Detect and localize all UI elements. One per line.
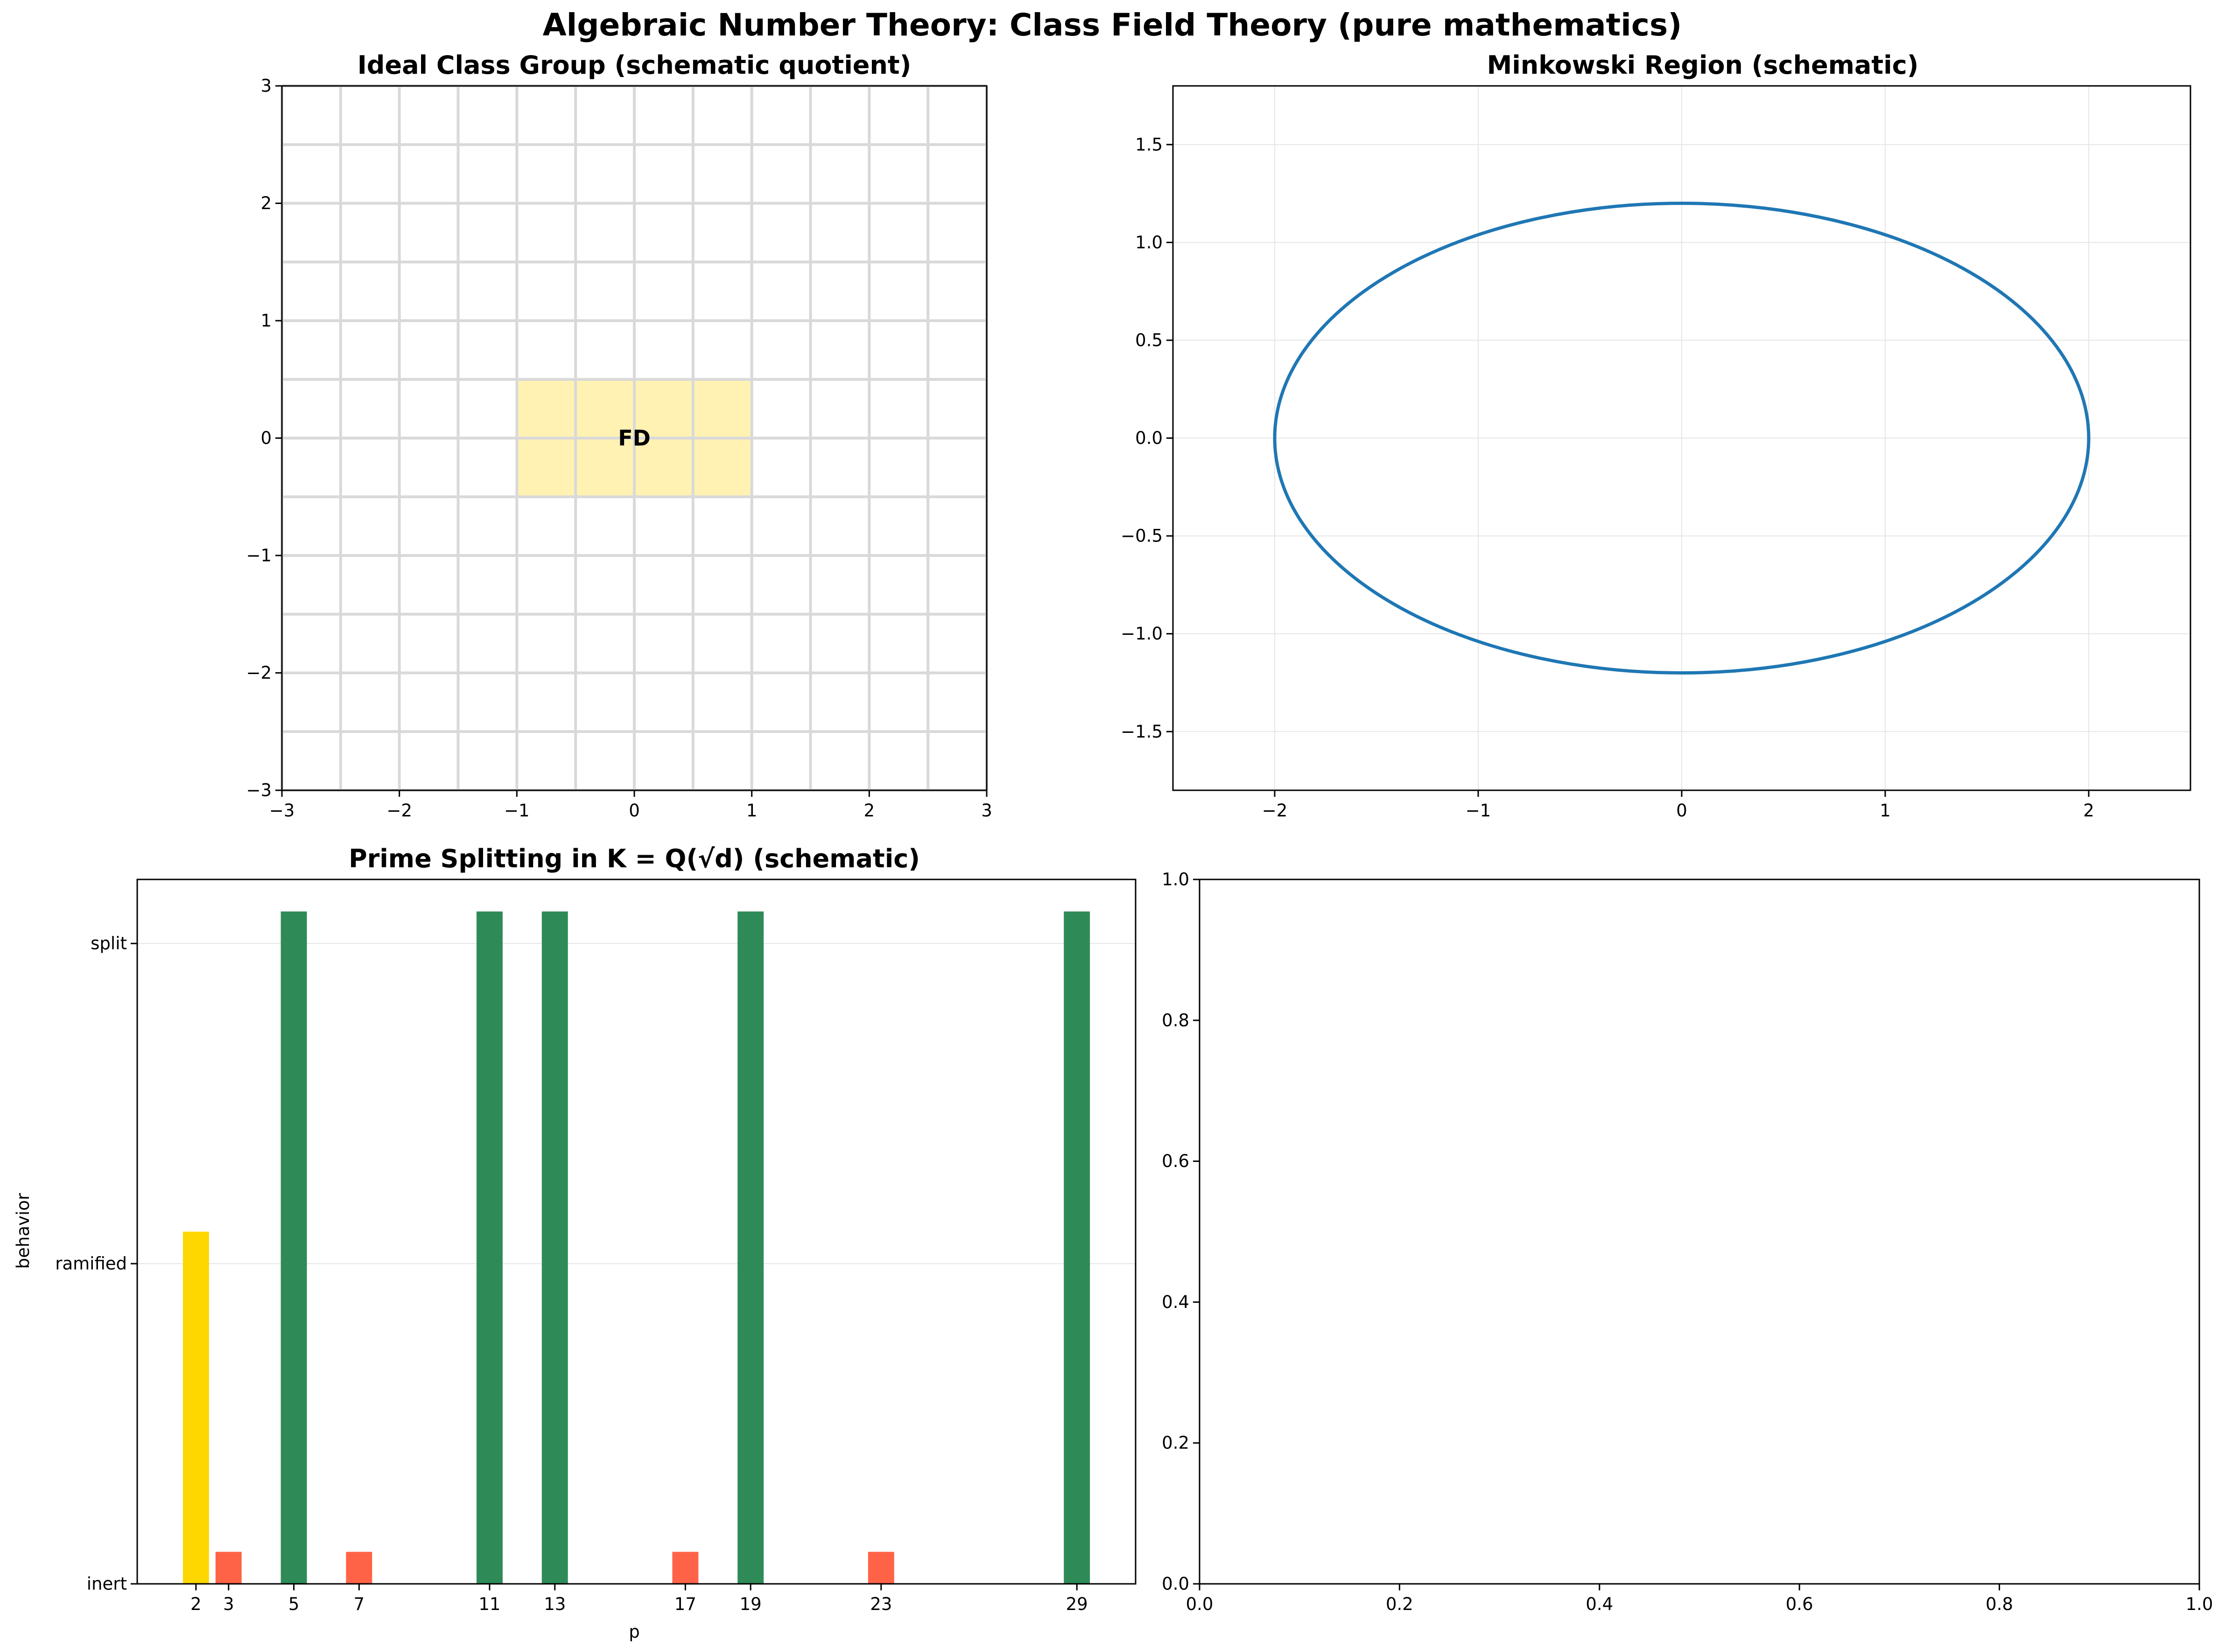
class-group-xtick-label: −1 [504, 801, 530, 821]
empty-panel-ytick-label: 0.8 [1162, 1010, 1189, 1030]
class-group-xtick-label: 1 [746, 801, 758, 821]
prime-splitting-ytick-label: split [91, 934, 127, 954]
class-group-xtick-label: 3 [981, 801, 992, 821]
bar-p13 [541, 911, 568, 1584]
empty-panel-axes-frame [1199, 879, 2200, 1585]
class-group-lattice [281, 84, 988, 792]
prime-splitting-axes-frame [136, 879, 1137, 1585]
prime-splitting-xtick-label: 23 [870, 1594, 892, 1614]
bar-p19 [737, 911, 764, 1584]
empty-panel-xtick-label: 0.0 [1186, 1594, 1214, 1614]
class-group-panel: Ideal Class Group (schematic quotient) F… [246, 50, 992, 821]
minkowski-title: Minkowski Region (schematic) [1487, 50, 1919, 80]
minkowski-xtick-label: 1 [1880, 801, 1891, 821]
prime-splitting-xlabel: p [629, 1622, 640, 1642]
class-group-xtick-label: −3 [269, 801, 295, 821]
minkowski-xtick-label: −1 [1466, 801, 1491, 821]
prime-splitting-xtick-label: 5 [288, 1594, 300, 1614]
bar-p29 [1064, 911, 1090, 1584]
fundamental-domain-label: FD [618, 426, 651, 451]
bar-p23 [868, 1552, 894, 1584]
class-group-ticks: −3 −2 −1 0 1 2 3 −3 −2 −1 0 1 2 3 [246, 76, 992, 821]
bar-p5 [281, 911, 307, 1584]
figure-title: Algebraic Number Theory: Class Field The… [543, 7, 1682, 43]
prime-splitting-xtick-label: 11 [478, 1594, 500, 1614]
prime-splitting-xtick-label: 13 [544, 1594, 566, 1614]
prime-splitting-xtick-label: 19 [740, 1594, 762, 1614]
prime-splitting-xtick-label: 3 [223, 1594, 234, 1614]
minkowski-axes-frame [1172, 85, 2191, 791]
minkowski-ytick-label: 0.0 [1135, 428, 1163, 448]
class-group-xtick-label: 2 [864, 801, 875, 821]
class-group-ytick-label: −2 [246, 663, 272, 683]
empty-panel-xtick-label: 0.4 [1586, 1594, 1613, 1614]
minkowski-xtick-label: 0 [1676, 801, 1687, 821]
prime-splitting-panel: Prime Splitting in K = Q(√d) (schematic)… [13, 844, 1137, 1642]
empty-panel-ytick-label: 1.0 [1162, 870, 1189, 890]
empty-panel-ticks: 0.0 0.2 0.4 0.6 0.8 1.0 0.0 0.2 0.4 0.6 0.8 1.0 [1162, 870, 2213, 1615]
empty-panel: 0.0 0.2 0.4 0.6 0.8 1.0 0.0 0.2 0.4 0.6 0.8 1.0 [1162, 870, 2213, 1615]
minkowski-ytick-label: −1.0 [1121, 624, 1163, 644]
bar-p2 [182, 1231, 209, 1584]
prime-splitting-bars [182, 911, 1090, 1584]
bar-p11 [476, 911, 503, 1584]
prime-splitting-title: Prime Splitting in K = Q(√d) (schematic) [349, 844, 920, 873]
minkowski-panel: Minkowski Region (schematic) −2 −1 0 1 2 −1.5… [1121, 50, 2191, 821]
minkowski-ytick-label: −0.5 [1121, 526, 1163, 546]
class-group-ytick-label: 0 [260, 428, 272, 448]
bar-p3 [215, 1552, 242, 1584]
prime-splitting-ytick-label: ramified [55, 1254, 127, 1274]
minkowski-xtick-label: −2 [1262, 801, 1288, 821]
minkowski-ytick-label: 0.5 [1135, 330, 1163, 350]
empty-panel-ytick-label: 0.4 [1162, 1292, 1189, 1312]
minkowski-ellipse [1273, 202, 2091, 675]
class-group-ytick-label: 3 [260, 76, 272, 96]
minkowski-plot-area [1273, 202, 2091, 675]
empty-panel-ytick-label: 0.2 [1162, 1433, 1189, 1453]
bar-p7 [346, 1552, 372, 1584]
prime-splitting-ytick-label: inert [87, 1574, 127, 1594]
prime-splitting-ylabel: behavior [13, 1193, 33, 1269]
empty-panel-xtick-label: 0.8 [1986, 1594, 2013, 1614]
prime-splitting-xtick-label: 2 [190, 1594, 202, 1614]
minkowski-xtick-label: 2 [2083, 801, 2094, 821]
class-group-ytick-label: −3 [246, 780, 272, 801]
class-group-xtick-label: −2 [386, 801, 412, 821]
class-group-axes-frame [281, 85, 988, 791]
empty-panel-xtick-label: 1.0 [2186, 1594, 2213, 1614]
minkowski-ticks: −2 −1 0 1 2 −1.5 −1.0 −0.5 0.0 0.5 1.0 1.5 [1121, 134, 2094, 821]
minkowski-ytick-label: 1.5 [1135, 134, 1163, 155]
class-group-xtick-label: 0 [629, 801, 640, 821]
class-group-ytick-label: 1 [260, 311, 272, 331]
bar-p17 [672, 1552, 699, 1584]
empty-panel-ytick-label: 0.6 [1162, 1151, 1189, 1171]
minkowski-ytick-label: 1.0 [1135, 232, 1163, 253]
prime-splitting-xtick-label: 7 [354, 1594, 365, 1614]
prime-splitting-xtick-label: 17 [674, 1594, 696, 1614]
empty-panel-xtick-label: 0.2 [1386, 1594, 1413, 1614]
class-group-title: Ideal Class Group (schematic quotient) [358, 50, 912, 80]
prime-splitting-xtick-label: 29 [1066, 1594, 1088, 1614]
class-group-ytick-label: 2 [260, 193, 272, 213]
empty-panel-xtick-label: 0.6 [1786, 1594, 1813, 1614]
minkowski-ytick-label: −1.5 [1121, 722, 1163, 742]
class-group-ytick-label: −1 [246, 546, 272, 566]
empty-panel-ytick-label: 0.0 [1162, 1574, 1189, 1594]
